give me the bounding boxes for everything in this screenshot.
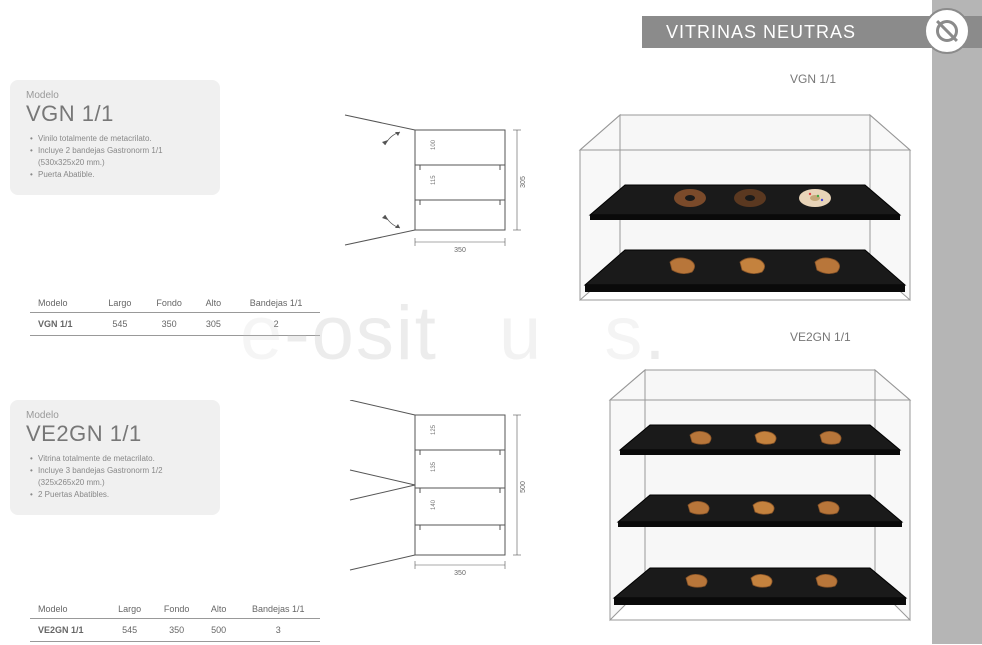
product2-spec-table: Modelo Largo Fondo Alto Bandejas 1/1 VE2… <box>30 600 320 642</box>
bullet: Puerta Abatible. <box>30 169 204 181</box>
product2-photo <box>600 350 920 645</box>
product1-info-box: Modelo VGN 1/1 Vinilo totalmente de meta… <box>10 80 220 195</box>
cell: 2 <box>232 313 320 336</box>
bullet: Vinilo totalmente de metacrilato. <box>30 133 204 145</box>
product1-spec-table: Modelo Largo Fondo Alto Bandejas 1/1 VGN… <box>30 294 320 336</box>
svg-text:100: 100 <box>431 139 437 150</box>
svg-text:350: 350 <box>454 570 466 577</box>
product2-photo-label: VE2GN 1/1 <box>790 330 851 344</box>
svg-text:500: 500 <box>520 481 527 493</box>
svg-text:125: 125 <box>431 424 437 435</box>
th-modelo: Modelo <box>30 600 107 619</box>
product2-info-box: Modelo VE2GN 1/1 Vitrina totalmente de m… <box>10 400 220 515</box>
bullet: Incluye 3 bandejas Gastronorm 1/2 (325x2… <box>30 465 204 489</box>
category-icon-circle <box>924 8 970 54</box>
th-fondo: Fondo <box>152 600 201 619</box>
cell: 545 <box>96 313 144 336</box>
product2-bullets: Vitrina totalmente de metacrilato. Inclu… <box>26 453 204 501</box>
cell: 500 <box>201 619 237 642</box>
th-alto: Alto <box>195 294 232 313</box>
th-alto: Alto <box>201 600 237 619</box>
cell: 305 <box>195 313 232 336</box>
svg-text:115: 115 <box>431 175 437 185</box>
th-largo: Largo <box>96 294 144 313</box>
product2-name: VE2GN 1/1 <box>26 421 204 447</box>
cell: 3 <box>236 619 320 642</box>
bullet: 2 Puertas Abatibles. <box>30 489 204 501</box>
bullet: Incluye 2 bandejas Gastronorm 1/1 (530x3… <box>30 145 204 169</box>
cell: VGN 1/1 <box>30 313 96 336</box>
product1-photo <box>570 90 920 315</box>
right-stripe <box>932 0 982 644</box>
svg-text:140: 140 <box>431 499 437 510</box>
neutral-icon <box>936 20 958 42</box>
table-row: VE2GN 1/1 545 350 500 3 <box>30 619 320 642</box>
dim-label: 350 <box>454 247 466 254</box>
th-largo: Largo <box>107 600 152 619</box>
dim-label: 305 <box>520 176 527 188</box>
th-fondo: Fondo <box>144 294 195 313</box>
th-bandejas: Bandejas 1/1 <box>236 600 320 619</box>
th-modelo: Modelo <box>30 294 96 313</box>
product2-diagram: 350 500 125 135 140 <box>335 400 535 585</box>
product1-prelabel: Modelo <box>26 90 204 101</box>
cell: 350 <box>144 313 195 336</box>
table-row: VGN 1/1 545 350 305 2 <box>30 313 320 336</box>
product1-bullets: Vinilo totalmente de metacrilato. Incluy… <box>26 133 204 181</box>
product2-prelabel: Modelo <box>26 410 204 421</box>
svg-text:135: 135 <box>431 461 437 472</box>
header-title: VITRINAS NEUTRAS <box>666 22 856 43</box>
cell: 350 <box>152 619 201 642</box>
product1-diagram: 350 305 100 115 <box>335 110 535 265</box>
product1-name: VGN 1/1 <box>26 101 204 127</box>
cell: VE2GN 1/1 <box>30 619 107 642</box>
cell: 545 <box>107 619 152 642</box>
bullet: Vitrina totalmente de metacrilato. <box>30 453 204 465</box>
th-bandejas: Bandejas 1/1 <box>232 294 320 313</box>
product1-photo-label: VGN 1/1 <box>790 72 836 86</box>
